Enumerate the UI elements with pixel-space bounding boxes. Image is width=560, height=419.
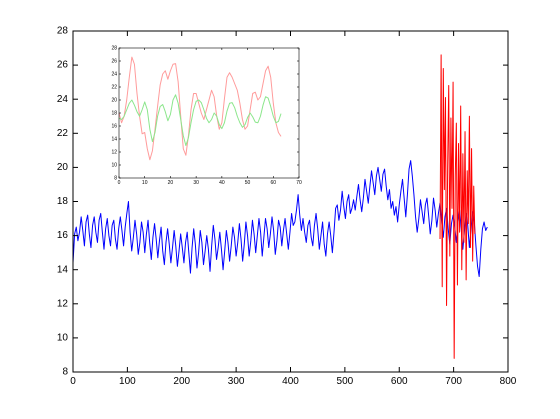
inset-series-group (118, 56, 282, 161)
main-x-tick-label: 700 (445, 376, 462, 387)
main-y-tick-label: 10 (57, 333, 69, 344)
inset-series-line-2 (118, 94, 282, 146)
main-y-tick-label: 22 (57, 128, 69, 139)
main-y-tick-label: 28 (57, 26, 69, 37)
main-x-tick-label: 0 (70, 376, 76, 387)
inset-axes: 0 10 20 30 40 50 60 70 8 10 12 14 16 18 20 22 24 26 28 (111, 45, 302, 186)
inset-y-tick-label: 12 (111, 149, 117, 155)
inset-x-tick-label: 70 (296, 180, 302, 186)
main-y-tick-label: 24 (57, 94, 69, 105)
main-x-tick-label: 400 (282, 376, 299, 387)
inset-y-tick-label: 28 (111, 45, 117, 51)
main-y-tick-label: 14 (57, 264, 69, 275)
main-series-group (72, 54, 488, 359)
inset-x-tick-label: 40 (219, 180, 225, 186)
inset-x-tick-label: 30 (193, 180, 199, 186)
main-x-tick-label: 600 (391, 376, 408, 387)
inset-x-tick-label: 0 (118, 180, 121, 186)
inset-x-tick-label: 60 (271, 180, 277, 186)
main-series-line-1 (72, 160, 488, 278)
inset-x-tick-label: 50 (245, 180, 251, 186)
inset-y-tick-label: 8 (114, 175, 117, 181)
inset-y-tick-label: 26 (111, 58, 117, 64)
main-series-line-2 (439, 54, 476, 359)
inset-series-line-1 (118, 56, 282, 161)
inset-y-tick-label: 22 (111, 84, 117, 90)
main-y-tick-label: 26 (57, 60, 69, 71)
inset-y-tick-label: 10 (111, 162, 117, 168)
inset-y-tick-label: 20 (111, 97, 117, 103)
main-x-tick-label: 500 (337, 376, 354, 387)
inset-y-tick-label: 14 (111, 136, 117, 142)
main-x-tick-label: 800 (500, 376, 517, 387)
main-y-tick-label: 16 (57, 230, 69, 241)
main-x-tick-label: 100 (119, 376, 136, 387)
inset-x-tick-label: 10 (142, 180, 148, 186)
main-y-tick-label: 18 (57, 196, 69, 207)
main-y-tick-label: 20 (57, 162, 69, 173)
inset-x-tick-label: 20 (168, 180, 174, 186)
inset-y-tick-label: 16 (111, 123, 117, 129)
main-y-tick-label: 12 (57, 298, 69, 309)
main-x-tick-label: 300 (228, 376, 245, 387)
main-x-tick-label: 200 (173, 376, 190, 387)
inset-y-tick-label: 24 (111, 71, 117, 77)
inset-y-tick-label: 18 (111, 110, 117, 116)
main-y-tick-label: 8 (62, 367, 68, 378)
